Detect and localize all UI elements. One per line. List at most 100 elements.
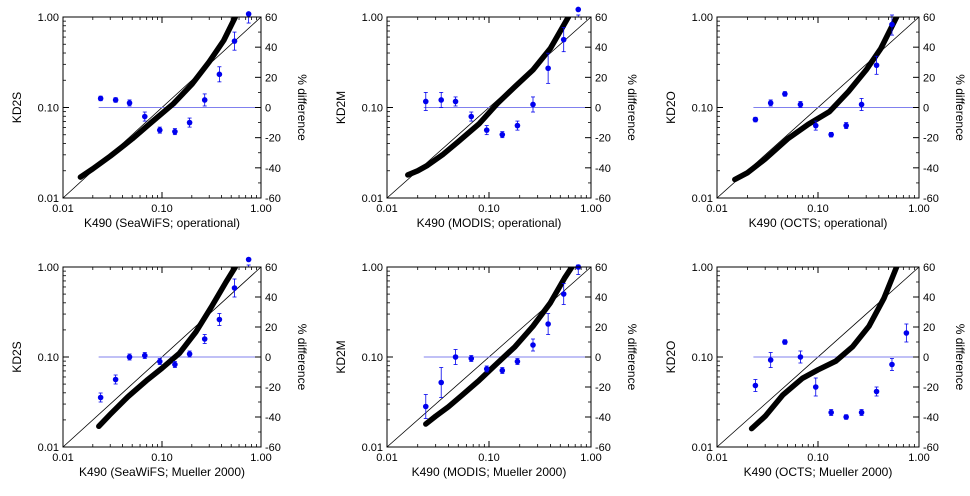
difference-point	[575, 6, 582, 13]
x-tick-label: 0.10	[807, 203, 828, 215]
y-tick-label: 1.00	[362, 12, 383, 24]
x-tick-label: 1.00	[580, 203, 601, 215]
y2-tick-label: 0	[265, 352, 271, 364]
model-curve	[96, 267, 239, 430]
y2-tick-label: 0	[265, 103, 271, 115]
difference-point	[216, 316, 223, 323]
y-tick-label: 0.10	[38, 103, 59, 115]
y-tick-label: 0.01	[692, 193, 713, 205]
difference-point	[141, 352, 148, 359]
difference-point	[186, 351, 193, 357]
y2-axis-label: % difference	[295, 74, 309, 141]
y2-tick-label: -20	[923, 133, 939, 145]
difference-point	[141, 113, 148, 120]
x-axis-label: K490 (OCTS; Mueller 2000)	[744, 465, 893, 479]
difference-point	[889, 21, 895, 28]
y2-axis-label: % difference	[953, 74, 967, 141]
difference-point	[545, 65, 551, 72]
y2-tick-label: -60	[265, 193, 281, 205]
difference-point	[422, 403, 429, 410]
x-tick-label: 1.00	[250, 203, 271, 215]
y-tick-label: 0.01	[38, 442, 59, 454]
x-tick-label: 0.10	[151, 203, 172, 215]
x-tick-label: 0.01	[376, 203, 397, 215]
y2-tick-label: -60	[923, 442, 939, 454]
panel-4: 0.01 0.10 1.000.010.101.00-60-40-200204060…	[10, 256, 309, 479]
difference-point	[545, 321, 551, 327]
y-tick-label: 0.10	[38, 352, 59, 364]
y2-tick-label: 40	[595, 292, 607, 304]
difference-point	[767, 100, 774, 106]
difference-point	[889, 361, 895, 368]
y-axis-label: KD2S	[10, 92, 24, 123]
x-axis-label: K490 (SeaWiFS; operational)	[84, 216, 240, 230]
y2-axis-label: % difference	[295, 324, 309, 391]
y-tick-label: 0.01	[692, 442, 713, 454]
y2-tick-label: 40	[265, 42, 277, 54]
y2-tick-label: 40	[595, 42, 607, 54]
y2-axis-label: % difference	[953, 324, 967, 391]
difference-point	[514, 122, 521, 129]
panel-6: 0.01 0.10 1.000.010.101.00-60-40-200204060…	[664, 262, 967, 479]
y2-tick-label: 60	[265, 262, 277, 274]
difference-point	[767, 357, 774, 363]
difference-point	[126, 354, 133, 360]
y2-tick-label: 0	[923, 352, 929, 364]
difference-point	[483, 366, 490, 372]
x-tick-label: 0.10	[478, 452, 499, 464]
difference-point	[873, 388, 880, 395]
difference-point	[843, 122, 849, 129]
y2-tick-label: -40	[595, 163, 611, 175]
difference-point	[97, 95, 104, 102]
y2-tick-label: 60	[595, 12, 607, 24]
difference-point	[782, 339, 788, 345]
difference-point	[514, 358, 521, 365]
y2-tick-label: -60	[923, 193, 939, 205]
y-tick-label: 0.10	[362, 103, 383, 115]
difference-point	[903, 330, 910, 336]
x-tick-label: 0.01	[52, 452, 73, 464]
y-tick-label: 1.00	[362, 262, 383, 274]
y2-tick-label: 60	[923, 262, 935, 274]
x-tick-label: 0.01	[706, 452, 727, 464]
y2-tick-label: 0	[923, 103, 929, 115]
difference-point	[156, 127, 163, 133]
difference-point	[438, 97, 445, 103]
difference-point	[752, 382, 759, 389]
panel-1: 0.01 0.10 1.000.010.101.00-60-40-200204060…	[10, 11, 309, 230]
difference-point	[201, 97, 208, 103]
y2-tick-label: -20	[595, 382, 611, 394]
y2-tick-label: 0	[595, 103, 601, 115]
model-curve	[732, 17, 900, 183]
y-tick-label: 0.10	[692, 352, 713, 364]
difference-point	[452, 98, 459, 105]
x-tick-label: 0.01	[52, 203, 73, 215]
y-axis-label: KD2S	[10, 341, 24, 372]
y-tick-label: 1.00	[38, 12, 59, 24]
x-tick-label: 0.01	[706, 203, 727, 215]
y-axis-label: KD2O	[664, 341, 678, 374]
difference-point	[452, 354, 459, 360]
y2-tick-label: 40	[923, 42, 935, 54]
y-axis-label: KD2O	[664, 91, 678, 124]
difference-point	[752, 116, 759, 123]
y2-tick-label: 40	[265, 292, 277, 304]
y2-tick-label: 60	[265, 12, 277, 24]
difference-point	[797, 101, 804, 108]
x-tick-label: 1.00	[580, 452, 601, 464]
difference-point	[560, 291, 567, 297]
y2-tick-label: -60	[265, 442, 281, 454]
difference-point	[499, 131, 506, 138]
difference-point	[812, 384, 819, 390]
difference-point	[172, 128, 178, 135]
difference-point	[231, 38, 238, 44]
y2-tick-label: 20	[923, 322, 935, 334]
y2-tick-label: 60	[923, 12, 935, 24]
difference-point	[858, 409, 865, 416]
difference-point	[828, 409, 834, 416]
y2-tick-label: 0	[595, 352, 601, 364]
y2-tick-label: -40	[923, 412, 939, 424]
difference-point	[483, 127, 490, 133]
model-curve	[748, 267, 900, 432]
